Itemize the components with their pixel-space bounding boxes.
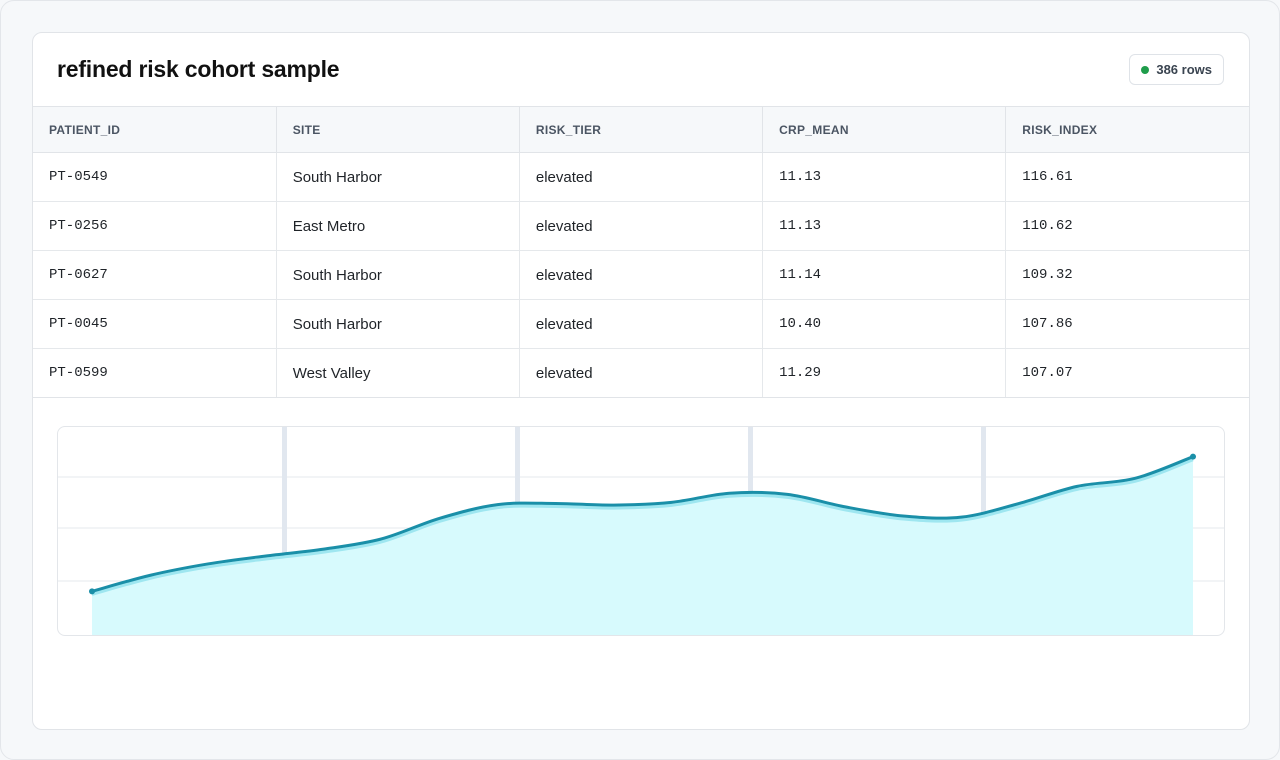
cell-crp-mean: 11.14 [762, 250, 1007, 300]
row-count-badge: 386 rows [1129, 54, 1224, 85]
status-dot-icon [1141, 65, 1150, 74]
row-count-label: 386 rows [1156, 62, 1212, 77]
cell-patient-id: PT-0045 [33, 299, 277, 349]
cell-patient-id: PT-0256 [33, 201, 277, 251]
vertical-band-0 [282, 427, 287, 635]
table-row[interactable]: PT-0549 South Harbor elevated 11.13 116.… [33, 152, 1249, 202]
chart-panel [57, 426, 1225, 636]
cell-risk-index: 109.32 [1005, 250, 1249, 300]
table-row[interactable]: PT-0045 South Harbor elevated 10.40 107.… [33, 299, 1249, 349]
cell-site: East Metro [276, 201, 520, 251]
card-title: refined risk cohort sample [57, 56, 340, 82]
cell-risk-index: 116.61 [1005, 152, 1249, 202]
column-header-risk-index[interactable]: RISK_INDEX [1005, 106, 1249, 153]
chart-section [33, 397, 1249, 729]
series-start-point [89, 588, 95, 595]
table-row[interactable]: PT-0256 East Metro elevated 11.13 110.62 [33, 201, 1249, 251]
cell-crp-mean: 11.13 [762, 201, 1007, 251]
column-header-site[interactable]: SITE [276, 106, 520, 153]
cell-risk-index: 107.07 [1005, 348, 1249, 398]
column-header-risk-tier[interactable]: RISK_TIER [519, 106, 764, 153]
series-end-point [1190, 453, 1196, 460]
card-header: refined risk cohort sample 386 rows [33, 33, 1249, 106]
cell-crp-mean: 10.40 [762, 299, 1007, 349]
cell-risk-tier: elevated [519, 250, 764, 300]
area-fill [92, 456, 1193, 635]
cell-patient-id: PT-0599 [33, 348, 277, 398]
cell-site: South Harbor [276, 299, 520, 349]
area-chart [58, 427, 1224, 635]
cell-patient-id: PT-0627 [33, 250, 277, 300]
cell-risk-tier: elevated [519, 201, 764, 251]
table-row[interactable]: PT-0627 South Harbor elevated 11.14 109.… [33, 250, 1249, 300]
column-header-patient-id[interactable]: PATIENT_ID [33, 106, 277, 153]
table-row[interactable]: PT-0599 West Valley elevated 11.29 107.0… [33, 348, 1249, 398]
cohort-card: refined risk cohort sample 386 rows PATI… [32, 32, 1250, 730]
cell-risk-index: 110.62 [1005, 201, 1249, 251]
cell-patient-id: PT-0549 [33, 152, 277, 202]
cell-site: West Valley [276, 348, 520, 398]
column-header-crp-mean[interactable]: CRP_MEAN [762, 106, 1007, 153]
series-highlight-line [91, 458, 1194, 596]
series-line [90, 455, 1195, 593]
cell-crp-mean: 11.29 [762, 348, 1007, 398]
cell-risk-tier: elevated [519, 348, 764, 398]
cell-risk-index: 107.86 [1005, 299, 1249, 349]
cell-site: South Harbor [276, 250, 520, 300]
cohort-table: PATIENT_ID SITE RISK_TIER CRP_MEAN RISK_… [33, 106, 1249, 398]
table-header-row: PATIENT_ID SITE RISK_TIER CRP_MEAN RISK_… [33, 106, 1249, 153]
cell-risk-tier: elevated [519, 152, 764, 202]
cell-crp-mean: 11.13 [762, 152, 1007, 202]
cell-site: South Harbor [276, 152, 520, 202]
cell-risk-tier: elevated [519, 299, 764, 349]
